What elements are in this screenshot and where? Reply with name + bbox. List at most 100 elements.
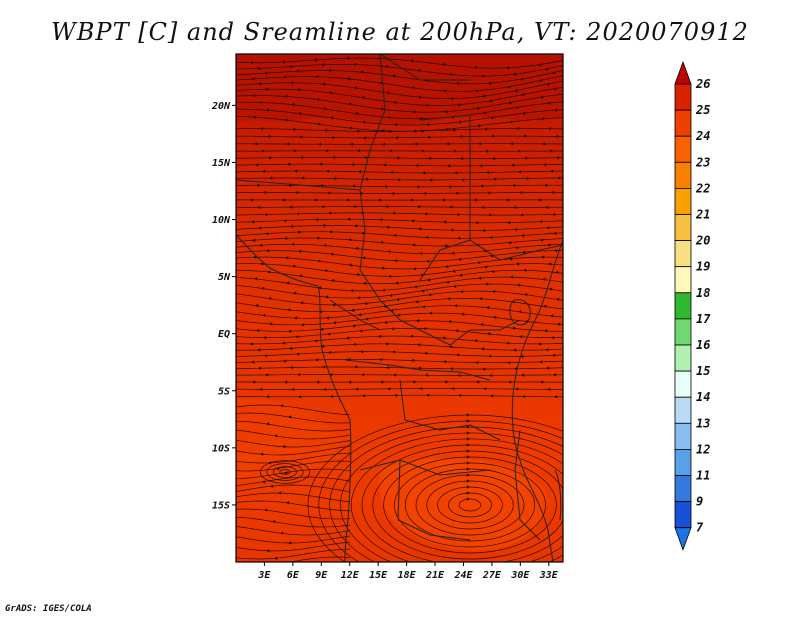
streamline-arrow [442, 62, 446, 67]
streamline-arrow [418, 227, 422, 231]
streamline-arrow [413, 267, 417, 271]
colorbar-label: 25 [695, 103, 710, 117]
streamline-arrow [254, 142, 258, 146]
streamline-arrow [391, 191, 395, 196]
streamline-arrow [385, 64, 389, 69]
streamline [236, 358, 563, 364]
colorbar-label: 12 [696, 442, 710, 456]
streamlines [236, 56, 563, 562]
streamline-arrow [323, 107, 327, 111]
streamline-arrow [448, 319, 452, 324]
streamline-arrow [492, 156, 496, 161]
streamline-arrow [282, 341, 286, 345]
streamline-arrow [320, 327, 324, 332]
colorbar-box [674, 475, 692, 503]
streamline-arrow [541, 117, 545, 121]
streamline-arrow [299, 135, 303, 139]
streamline-arrow [466, 467, 470, 471]
streamline-arrow [488, 81, 492, 85]
streamline-arrow [394, 259, 398, 263]
streamline-arrow [296, 352, 300, 356]
streamline-arrow [539, 79, 543, 83]
colorbar-label: 20 [695, 234, 710, 248]
colorbar-label: 15 [696, 364, 710, 378]
streamline [279, 469, 291, 475]
colorbar-box [674, 83, 692, 111]
streamline-arrow [556, 156, 560, 160]
streamline-arrow [330, 116, 334, 120]
streamline-arrow [538, 342, 542, 346]
colorbar-box [674, 318, 692, 346]
border-lines [236, 54, 563, 541]
streamline-arrow [280, 531, 284, 535]
streamline-arrow [301, 323, 305, 327]
streamline-arrow [414, 285, 418, 289]
streamline-arrow [290, 365, 294, 370]
streamline-arrow [452, 128, 456, 132]
streamline-arrow [450, 96, 454, 101]
streamline-arrow [358, 170, 362, 174]
streamline-arrow [386, 225, 390, 229]
streamline-arrow [331, 278, 335, 283]
streamline-arrow [259, 243, 263, 247]
streamline-arrow [422, 171, 426, 175]
streamline-arrow [546, 366, 550, 370]
streamline-arrow [412, 380, 416, 384]
streamline-arrow [416, 185, 420, 189]
streamline-arrow [353, 62, 357, 67]
streamline-arrow [513, 72, 517, 76]
lat-label: 10N [212, 215, 231, 226]
lon-label: 27E [482, 570, 502, 581]
streamline-arrow [268, 156, 272, 160]
streamline-arrow [483, 111, 487, 115]
wbpt-light-patch-west [236, 399, 340, 483]
streamline-arrow [444, 110, 448, 114]
streamline-arrow [417, 68, 421, 72]
streamline-arrow [445, 265, 449, 269]
streamline [236, 70, 563, 85]
colorbar-label: 23 [695, 155, 710, 169]
streamline-arrow [325, 295, 329, 299]
streamline-arrow [314, 58, 318, 62]
streamline-arrow [442, 198, 446, 202]
streamline-arrow [443, 360, 447, 364]
streamline-arrow [455, 191, 459, 195]
colorbar-box [674, 266, 692, 294]
streamline-arrow [382, 288, 386, 292]
streamline-arrow [546, 82, 550, 86]
streamline-arrow [332, 155, 336, 159]
streamline-arrow [296, 69, 300, 73]
streamline [236, 283, 563, 299]
streamline-arrow [482, 94, 486, 99]
lat-label: 5N [218, 272, 231, 283]
streamline-arrow [260, 452, 264, 456]
streamline-arrow [488, 213, 492, 217]
streamline-arrow [381, 266, 385, 270]
streamline-arrow [380, 107, 384, 111]
streamline-arrow [266, 249, 270, 253]
streamline-arrow [251, 220, 255, 224]
lon-label: 33E [539, 570, 559, 581]
streamline-arrow [446, 142, 450, 146]
streamline-arrow [450, 367, 454, 371]
streamline-arrow [328, 211, 332, 215]
streamline-arrow [392, 211, 396, 215]
streamline-arrow [475, 360, 479, 365]
streamline-arrow [453, 149, 457, 153]
colorbar-label: 13 [696, 416, 710, 430]
streamline-arrow [361, 373, 365, 377]
streamline [236, 243, 563, 255]
streamline-arrow [449, 345, 453, 349]
streamline-arrow [428, 293, 432, 297]
streamline-arrow [379, 218, 383, 222]
streamline-arrow [485, 149, 489, 153]
streamline-arrow [466, 497, 470, 501]
streamline-arrow [547, 387, 551, 391]
streamline-arrow [451, 386, 455, 391]
streamline-arrow [353, 204, 357, 209]
lat-axis: 20N 15N 10N 5N EQ 5S 10S 15S [211, 101, 236, 511]
streamline-arrow [553, 373, 557, 377]
colorbar-label: 11 [696, 469, 710, 483]
streamline-arrow [486, 170, 490, 175]
streamline-arrow [264, 354, 268, 358]
